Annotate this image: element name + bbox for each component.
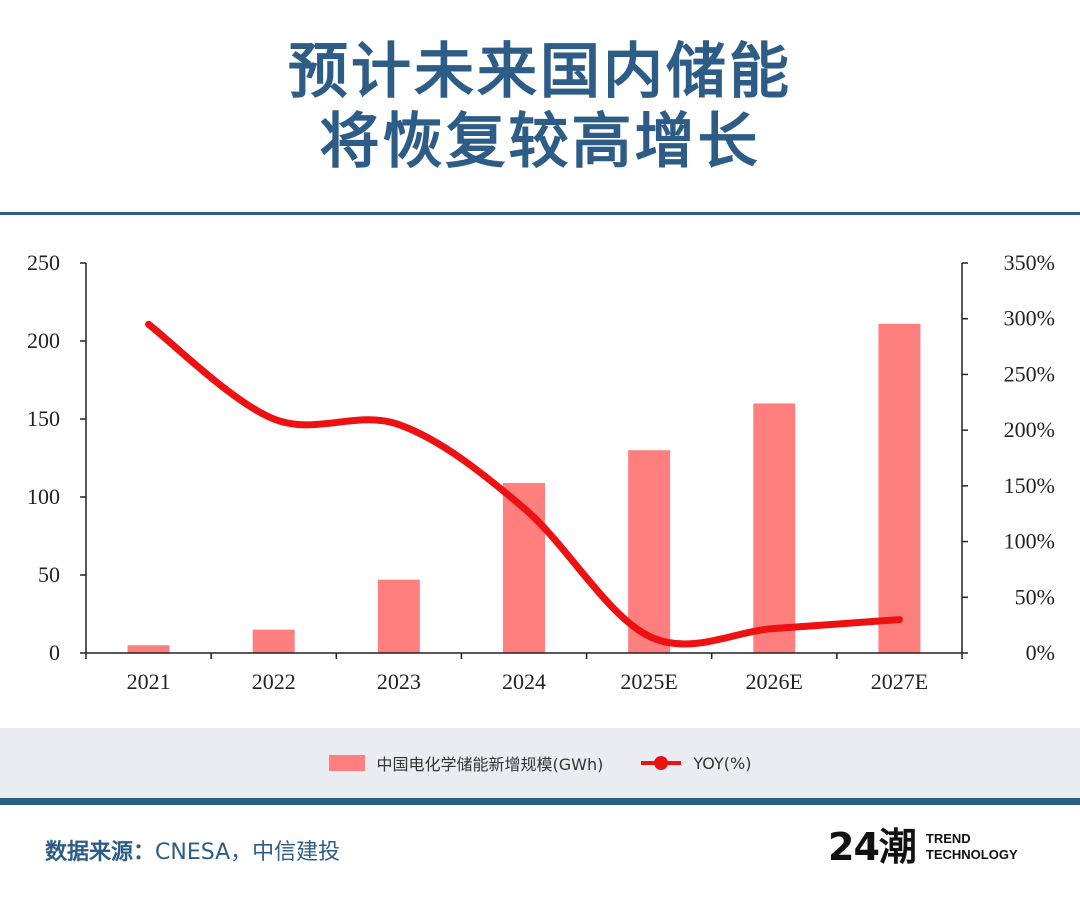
footer-divider [0, 798, 1080, 805]
x-tick-label: 2024 [502, 669, 546, 694]
energy-storage-chart: 0 50 100 150 200 250 0% 50% 100% 150% 200% 250% 300%… [27, 250, 1055, 694]
logo-mark: 24潮 [828, 825, 917, 869]
page-title-line2: 将恢复较高增长 [319, 107, 761, 177]
brand-logo: 24潮 TREND TECHNOLOGY [828, 820, 1018, 874]
right-tick-label: 0% [1026, 640, 1055, 665]
x-tick-label: 2022 [252, 669, 296, 694]
left-tick-label: 50 [38, 562, 60, 587]
x-tick-label: 2025E [620, 669, 677, 694]
right-tick-label: 250% [1004, 361, 1055, 386]
legend-item-bar: 中国电化学储能新增规模(GWh) [328, 751, 604, 775]
bar-2026E [753, 403, 796, 653]
line-series [145, 320, 903, 648]
left-tick-label: 200 [27, 328, 60, 353]
right-tick-label: 350% [1004, 250, 1055, 275]
left-tick-label: 100 [27, 484, 60, 509]
x-tick-label: 2026E [746, 669, 803, 694]
left-tick-label: 250 [27, 250, 60, 275]
chart-legend: 中国电化学储能新增规模(GWh) YOY(%) [0, 728, 1080, 798]
x-tick-label: 2021 [127, 669, 171, 694]
header-divider [0, 212, 1080, 215]
legend-bar-swatch [328, 755, 365, 771]
legend-bar-label: 中国电化学储能新增规模(GWh) [376, 755, 604, 774]
legend-band: 中国电化学储能新增规模(GWh) YOY(%) [0, 728, 1080, 798]
bar-2027E [878, 323, 921, 653]
logo-line2: TECHNOLOGY [925, 847, 1018, 862]
right-tick-label: 100% [1004, 529, 1055, 554]
axes: 0 50 100 150 200 250 0% 50% 100% 150% 200% 250% 300%… [27, 250, 1055, 694]
right-tick-label: 200% [1004, 417, 1055, 442]
right-tick-label: 300% [1004, 306, 1055, 331]
bar-series [127, 323, 921, 653]
legend-line-label: YOY(%) [693, 753, 752, 773]
bar-2021 [127, 645, 170, 653]
bar-2022 [252, 629, 295, 653]
source-text: CNESA，中信建投 [155, 840, 341, 865]
bar-2023 [377, 579, 420, 653]
logo-line1: TREND [925, 831, 971, 846]
x-tick-label: 2027E [871, 669, 928, 694]
logo-text: TREND TECHNOLOGY [926, 831, 1018, 863]
yoy-line [145, 320, 903, 648]
left-tick-label: 0 [49, 640, 60, 665]
data-source: 数据来源：CNESA，中信建投 [45, 834, 340, 866]
legend-line-swatch [641, 755, 682, 771]
bar-2025E [628, 450, 671, 653]
source-label: 数据来源： [45, 840, 156, 865]
x-tick-label: 2023 [377, 669, 421, 694]
right-tick-label: 150% [1004, 473, 1055, 498]
right-tick-label: 50% [1015, 584, 1055, 609]
page-title-line1: 预计未来国内储能 [288, 37, 792, 107]
legend-item-line: YOY(%) [641, 754, 751, 773]
left-tick-label: 150 [27, 406, 60, 431]
